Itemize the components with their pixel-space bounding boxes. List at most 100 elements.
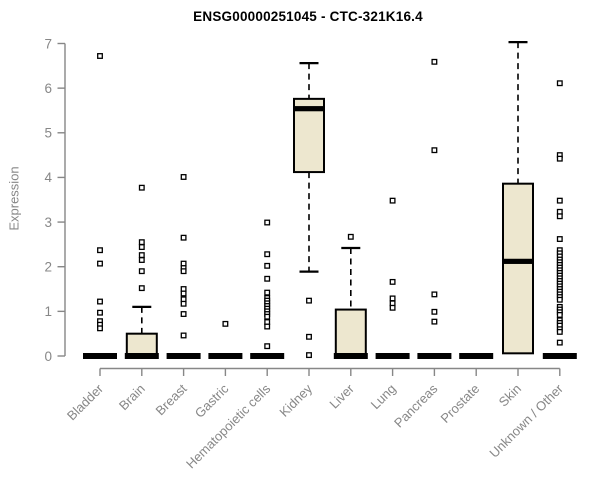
outlier-point (431, 318, 438, 325)
outlier-point (556, 197, 563, 204)
outlier-point (138, 239, 145, 246)
outlier-point (180, 234, 187, 241)
outlier-point (389, 304, 396, 311)
outlier-point (97, 325, 103, 332)
outlier-point (97, 298, 103, 305)
outlier-point (556, 213, 563, 220)
outlier-point (264, 343, 271, 350)
chart-title: ENSG00000251045 - CTC-321K16.4 (193, 9, 423, 24)
y-tick-label: 4 (44, 170, 52, 185)
outlier-point (556, 328, 563, 335)
x-tick-label: Kidney (276, 381, 315, 420)
boxplot-lung (375, 197, 410, 359)
x-tick-label: Pancreas (391, 381, 441, 431)
x-tick-label: Gastric (192, 381, 232, 421)
median-line (503, 258, 533, 264)
outlier-point (138, 244, 145, 251)
outlier-point (431, 147, 438, 154)
zero-box-bar (417, 353, 452, 359)
outlier-point (264, 251, 271, 258)
outlier-point (306, 297, 312, 304)
x-tick-label: Skin (496, 381, 524, 409)
boxplot-pancreas (417, 58, 452, 359)
outlier-point (306, 352, 312, 359)
boxplot-kidney (293, 62, 325, 359)
outlier-point (431, 308, 438, 315)
outlier-point (431, 291, 438, 298)
outlier-point (264, 262, 271, 269)
outlier-point (556, 339, 563, 346)
outlier-point (97, 247, 103, 254)
iqr-box (334, 308, 367, 358)
outlier-point (180, 268, 187, 275)
x-tick-label: Unknown / Other (486, 381, 566, 461)
outlier-point (556, 155, 563, 162)
outlier-point (138, 257, 145, 263)
outlier-point (138, 268, 145, 275)
boxplot-prostate (459, 353, 494, 359)
outlier-point (180, 290, 187, 297)
boxplot-gastric (208, 320, 243, 359)
x-tick-label: Breast (153, 381, 190, 418)
outlier-point (389, 278, 396, 285)
outlier-point (138, 285, 145, 292)
outlier-point (389, 197, 396, 204)
y-tick-label: 6 (44, 81, 52, 96)
outlier-point (264, 323, 271, 330)
outlier-point (97, 53, 103, 59)
outlier-point (138, 252, 145, 259)
outlier-point (431, 58, 438, 65)
y-tick-label: 3 (44, 215, 52, 230)
outlier-point (97, 260, 103, 267)
y-tick-label: 7 (44, 36, 52, 51)
boxplot-brain (124, 184, 159, 359)
y-tick-label: 5 (44, 126, 52, 141)
y-tick-label: 1 (44, 304, 52, 319)
outlier-point (556, 311, 563, 318)
boxplot-skin (502, 41, 534, 355)
outlier-point (264, 313, 271, 320)
outlier-point (556, 296, 563, 303)
median-line (294, 106, 324, 112)
outlier-point (264, 275, 271, 282)
median-line (124, 353, 159, 359)
boxplot-bladder (83, 53, 117, 359)
boxplot-breast (166, 174, 201, 359)
boxplot-liver (333, 233, 368, 359)
boxplot-hematopoietic-cells (250, 219, 285, 359)
outlier-point (389, 295, 396, 302)
x-tick-label: Prostate (437, 381, 482, 426)
outlier-point (180, 332, 187, 339)
zero-box-bar (542, 353, 577, 359)
x-tick-label: Liver (326, 381, 357, 412)
zero-box-bar (459, 353, 494, 359)
x-tick-label: Bladder (64, 381, 107, 424)
x-tick-label: Lung (368, 381, 399, 412)
zero-box-bar (166, 353, 201, 359)
zero-box-bar (375, 353, 410, 359)
outlier-point (222, 320, 229, 327)
outlier-point (264, 289, 271, 296)
iqr-box (125, 332, 158, 357)
outlier-point (97, 309, 103, 316)
y-axis: 0 1 2 3 4 5 6 7 (44, 36, 66, 364)
outlier-point (138, 184, 145, 191)
outlier-point (180, 300, 187, 307)
outlier-point (556, 236, 563, 242)
zero-box-bar (250, 353, 285, 359)
outlier-point (347, 233, 354, 240)
median-line (333, 353, 368, 359)
zero-box-bar (208, 353, 243, 359)
outlier-point (180, 174, 187, 180)
x-tick-label: Brain (116, 381, 148, 413)
outlier-point (180, 311, 187, 317)
y-tick-label: 0 (44, 349, 52, 364)
zero-box-bar (83, 353, 117, 359)
y-tick-label: 2 (44, 260, 52, 275)
iqr-box (502, 182, 534, 355)
outlier-point (264, 219, 271, 226)
outlier-point (556, 80, 563, 87)
